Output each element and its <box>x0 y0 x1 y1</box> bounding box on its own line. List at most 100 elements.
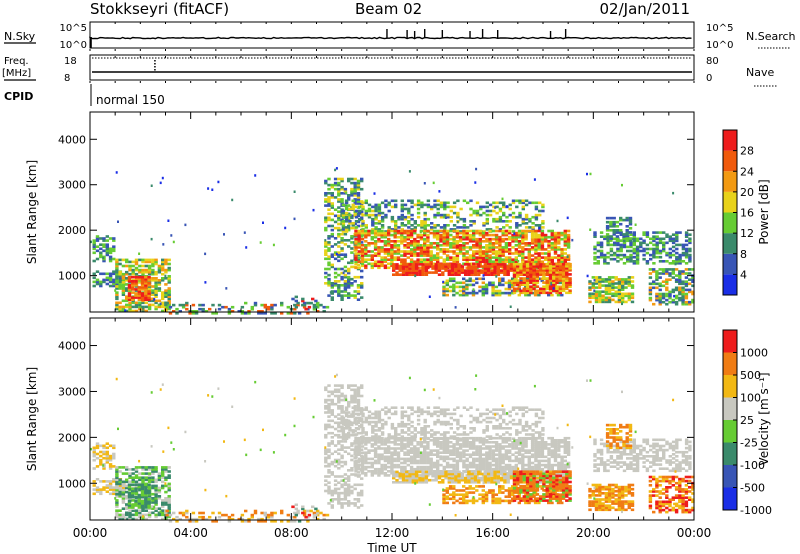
power-cell <box>364 246 368 249</box>
velocity-cell <box>347 489 351 493</box>
power-cell <box>540 233 545 237</box>
velocity-cell <box>479 414 483 418</box>
power-cell <box>405 273 409 276</box>
velocity-cell <box>390 412 395 416</box>
power-cell <box>452 250 456 253</box>
power-cell <box>164 291 168 294</box>
power-cell <box>511 240 515 243</box>
power-cell <box>691 290 695 294</box>
power-cell <box>545 267 549 270</box>
power-cell <box>508 213 512 217</box>
velocity-cell <box>140 483 145 487</box>
velocity-cell <box>344 425 349 428</box>
power-cell <box>627 292 631 296</box>
power-cell <box>115 266 119 270</box>
velocity-cell <box>115 476 119 479</box>
velocity-cell <box>356 493 361 497</box>
power-cell <box>112 245 116 248</box>
power-cell <box>445 250 450 253</box>
velocity-cell <box>327 469 331 472</box>
velocity-cell <box>348 429 352 432</box>
velocity-cell <box>524 406 529 409</box>
velocity-cell <box>138 509 142 512</box>
velocity-cell <box>353 419 357 423</box>
velocity-cell <box>253 509 258 513</box>
power-cell <box>138 258 142 262</box>
power-cell <box>400 199 404 203</box>
power-cell <box>455 281 459 285</box>
power-cell <box>552 283 556 286</box>
power-cell <box>413 260 417 263</box>
power-cell <box>557 242 561 245</box>
power-cell <box>547 252 551 255</box>
power-cell <box>629 233 633 236</box>
power-cell <box>534 256 538 259</box>
power-cell <box>432 181 435 185</box>
power-cell <box>108 249 113 253</box>
velocity-cell <box>350 491 354 495</box>
velocity-cell <box>330 504 334 507</box>
velocity-cell <box>302 511 307 515</box>
power-cell <box>504 256 509 259</box>
velocity-cell <box>340 394 344 398</box>
station-title: Stokkseyri (fitACF) <box>90 0 229 18</box>
power-cell <box>347 282 351 285</box>
velocity-cell <box>347 431 351 435</box>
power-cell <box>532 271 536 274</box>
velocity-cell <box>327 489 331 493</box>
power-cell <box>648 282 653 286</box>
power-cell <box>356 200 361 203</box>
power-cell <box>624 278 628 281</box>
velocity-cell <box>524 410 529 414</box>
power-cell <box>617 284 622 287</box>
power-cell <box>426 250 430 253</box>
power-cell <box>539 291 543 295</box>
velocity-cell <box>350 485 354 489</box>
velocity-cell <box>164 497 168 500</box>
power-cell <box>337 218 341 222</box>
power-cell <box>327 282 331 285</box>
power-cell <box>424 273 429 276</box>
power-cell <box>373 229 378 233</box>
velocity-cell <box>324 475 328 478</box>
power-cell <box>561 273 566 276</box>
power-cell <box>471 293 476 297</box>
power-cell <box>655 247 659 251</box>
power-cell <box>134 305 139 309</box>
velocity-cell <box>350 400 354 404</box>
power-cell <box>563 233 567 237</box>
velocity-heatmap-cells <box>90 373 695 523</box>
power-cell <box>344 207 349 211</box>
power-cell <box>645 231 650 234</box>
power-cell <box>604 300 609 304</box>
power-cell <box>211 312 215 315</box>
power-cell <box>501 248 505 251</box>
power-cell <box>516 283 520 286</box>
power-cell <box>161 176 164 180</box>
power-cell <box>458 248 463 251</box>
power-cell <box>409 260 414 263</box>
power-cell <box>635 239 640 243</box>
power-cell <box>330 212 334 216</box>
power-cell <box>471 291 476 295</box>
power-cell <box>92 276 96 280</box>
velocity-cell <box>340 464 344 468</box>
power-cell <box>128 272 132 276</box>
power-cell <box>341 224 346 227</box>
power-cell <box>542 281 546 284</box>
power-cell <box>462 235 466 239</box>
power-cell <box>333 237 338 240</box>
velocity-cell <box>337 491 341 495</box>
power-cell <box>147 303 152 307</box>
velocity-cell <box>344 418 349 422</box>
power-cell <box>491 285 495 289</box>
power-cell <box>161 291 165 294</box>
velocity-cell <box>333 427 338 431</box>
velocity-cell <box>443 420 447 424</box>
power-cell <box>671 253 676 257</box>
power-cell <box>263 303 267 307</box>
velocity-cell <box>337 495 341 499</box>
nsky-label: N.Sky <box>4 30 36 43</box>
power-cell <box>154 289 158 292</box>
